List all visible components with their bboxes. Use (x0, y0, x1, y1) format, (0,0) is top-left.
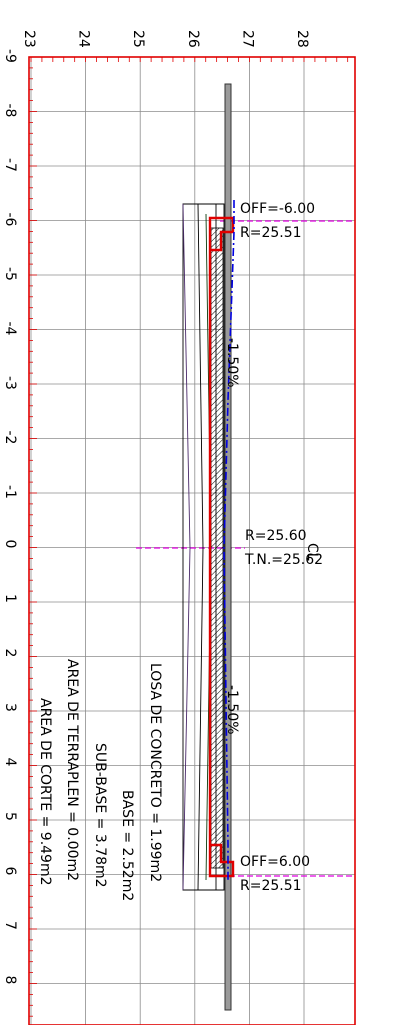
right-rasante-label: R=25.51 (240, 878, 302, 894)
right-offset-label: OFF=6.00 (240, 854, 310, 870)
elevation-tick-label: 24 (76, 30, 92, 48)
drawing-frame (28, 56, 356, 1025)
offset-tick-label: 5 (2, 812, 18, 821)
section-outline (208, 216, 235, 878)
grid (29, 57, 355, 1025)
offset-tick-label: -3 (2, 376, 18, 390)
offset-tick-label: -6 (2, 213, 18, 227)
offset-tick-label: 2 (2, 649, 18, 658)
elevation-tick-label: 28 (294, 30, 310, 48)
area-corte: AREA DE CORTE = 9.49m2 (37, 698, 53, 886)
offset-tick-label: -7 (2, 158, 18, 172)
area-subbase: SUB-BASE = 3.78m2 (92, 743, 108, 888)
elevation-tick-label: 27 (239, 30, 255, 48)
centerline-symbol: CL (304, 543, 320, 561)
offset-tick-label: -4 (2, 322, 18, 336)
offset-tick-label: 4 (2, 758, 18, 767)
area-losa: LOSA DE CONCRETO = 1.99m2 (147, 663, 163, 882)
terrain-line (223, 200, 235, 880)
offset-tick-label: 3 (2, 703, 18, 712)
offset-tick-label: 1 (2, 594, 18, 603)
offset-tick-label: 8 (2, 976, 18, 985)
center-rasante-label: R=25.60 (245, 528, 307, 544)
offset-tick-label: 6 (2, 867, 18, 876)
offset-axis: -9 -8 -7 -6 -5 -4 -3 -2 -1 0 1 2 3 4 5 6 7 8 (2, 49, 18, 984)
elevation-axis: 23 24 25 26 27 28 (21, 30, 310, 48)
left-offset-label: OFF=-6.00 (240, 201, 315, 217)
slope-right-label: -1.50% (224, 685, 240, 735)
ground-level-label: T.N.=25.62 (244, 552, 323, 568)
elevation-tick-label: 25 (130, 30, 146, 48)
ground-strip (224, 83, 232, 1011)
elevation-tick-label: 26 (185, 30, 201, 48)
offset-tick-label: 7 (2, 921, 18, 930)
offset-tick-label: -8 (2, 104, 18, 118)
offset-tick-label: -1 (2, 485, 18, 499)
area-base: BASE = 2.52m2 (119, 790, 135, 901)
offset-tick-label: -2 (2, 431, 18, 445)
left-rasante-label: R=25.51 (240, 225, 302, 241)
concrete-slab (210, 227, 224, 869)
offset-tick-label: 0 (2, 540, 18, 549)
area-terraplen: AREA DE TERRAPLEN = 0.00m2 (64, 659, 80, 881)
base-line (197, 203, 204, 891)
slope-left-label: -1.50% (224, 338, 240, 388)
offset-tick-label: -9 (2, 49, 18, 63)
elevation-tick-label: 23 (21, 30, 37, 48)
subbase-outline (182, 203, 225, 891)
offset-tick-label: -5 (2, 267, 18, 281)
tick-marks (29, 56, 349, 1017)
subbase-line (182, 203, 191, 891)
